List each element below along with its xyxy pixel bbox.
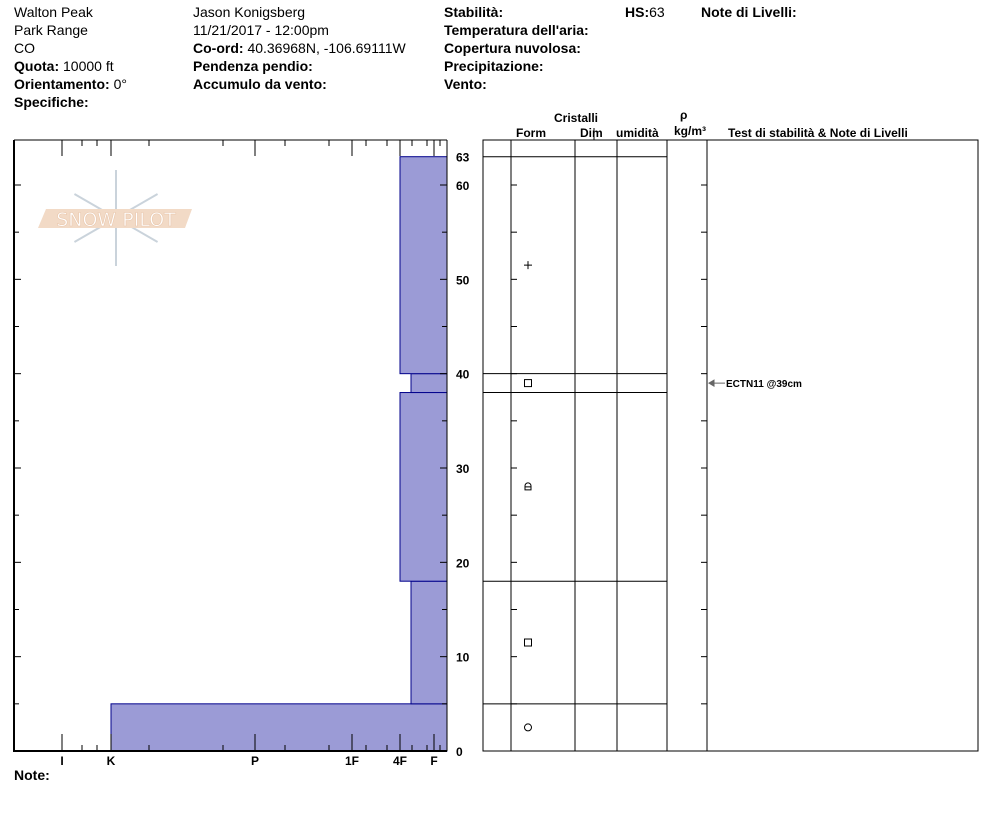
depth-tick-label: 20 — [456, 556, 470, 570]
depth-tick-label: 60 — [456, 179, 470, 193]
datetime: 11/21/2017 - 12:00pm — [193, 22, 329, 38]
notes-label: Note: — [14, 767, 50, 783]
hs: HS:63 — [625, 4, 665, 20]
depth-tick-label: 30 — [456, 462, 470, 476]
hardness-tick-label: P — [251, 754, 259, 768]
svg-text:SNOW PILOT: SNOW PILOT — [56, 209, 176, 231]
hardness-axis-frame — [13, 140, 447, 752]
coordinates: Co-ord: 40.36968N, -106.69111W — [193, 40, 406, 56]
grain-form-plus-icon — [524, 261, 532, 270]
hardness-layer-bar — [410, 580, 448, 705]
observer: Jason Konigsberg — [193, 4, 306, 20]
depth-tick-label: 40 — [456, 368, 470, 382]
form-header: Form — [516, 126, 546, 140]
layer-table-frame — [482, 139, 979, 752]
hardness-layer-bar — [399, 392, 448, 582]
elevation: Quota: 10000 ft — [14, 58, 114, 74]
sky-label: Copertura nuvolosa: — [444, 40, 581, 56]
crystals-header: Cristalli — [554, 111, 599, 125]
grain-form-rounded-faceted-icon — [524, 482, 532, 491]
hardness-tick-label: K — [107, 754, 116, 768]
tests-header: Test di stabilità & Note di Livelli — [728, 126, 908, 140]
location: Walton Peak — [14, 4, 93, 20]
depth-tick-label: 0 — [456, 745, 463, 759]
precip-label: Precipitazione: — [444, 58, 544, 74]
snow-pilot-logo: SNOW PILOT — [38, 170, 192, 266]
moisture-header: umidità — [616, 126, 659, 140]
wind-label: Vento: — [444, 76, 487, 92]
wind-loading-label: Accumulo da vento: — [193, 76, 327, 92]
test-arrow-icon — [708, 379, 725, 387]
slope-label: Pendenza pendio: — [193, 58, 313, 74]
rho-header: ρ — [680, 108, 688, 122]
hardness-tick-label: 4F — [393, 754, 407, 768]
grain-form-square-icon — [524, 379, 532, 388]
state: CO — [14, 40, 35, 56]
hardness-layer-bar — [399, 156, 448, 375]
grain-form-square-icon — [524, 638, 532, 647]
grain-form-circle-icon — [524, 723, 532, 732]
layer-notes-label: Note di Livelli: — [701, 4, 797, 20]
hardness-tick-label: I — [60, 754, 63, 768]
density-header: kg/m³ — [674, 124, 707, 138]
hardness-layer-bar — [410, 373, 448, 394]
depth-tick-label: 10 — [456, 651, 470, 665]
stability-test-label: ECTN11 @39cm — [726, 379, 802, 390]
hardness-tick-label: F — [430, 754, 437, 768]
stability-label: Stabilità: — [444, 4, 504, 20]
air-temp-label: Temperatura dell'aria: — [444, 22, 589, 38]
depth-tick-label: 63 — [456, 151, 470, 165]
depth-tick-label: 50 — [456, 273, 470, 287]
range: Park Range — [14, 22, 88, 38]
aspect: Orientamento: 0° — [14, 76, 127, 92]
specifics-label: Specifiche: — [14, 94, 89, 110]
hardness-layer-bar — [110, 703, 448, 752]
hardness-tick-label: 1F — [345, 754, 359, 768]
size-header: Dim — [580, 126, 603, 140]
